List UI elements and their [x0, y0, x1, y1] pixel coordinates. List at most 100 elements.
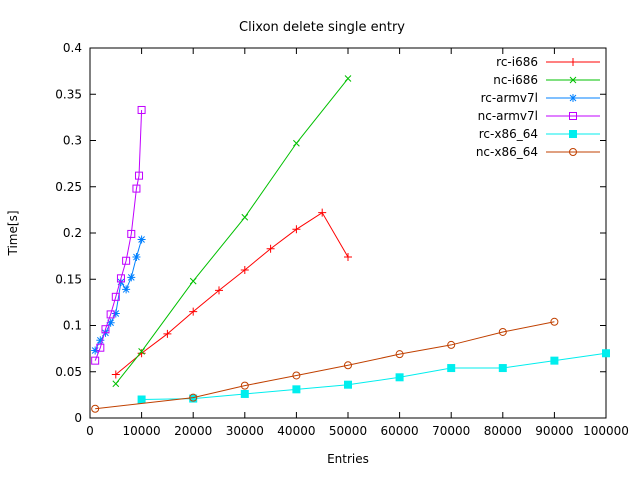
marker-plus [344, 253, 352, 262]
marker-asterisk [111, 309, 120, 318]
x-tick-label: 100000 [583, 424, 629, 438]
x-tick-label: 0 [86, 424, 94, 438]
marker-plus [569, 58, 577, 66]
x-tick-label: 30000 [226, 424, 264, 438]
marker-asterisk [127, 273, 136, 282]
legend-item-rc-x86_64: rc-x86_64 [479, 127, 600, 141]
legend-label: nc-armv7l [478, 109, 538, 123]
marker-plus [189, 307, 198, 316]
marker-square-open [127, 229, 136, 238]
y-tick-label: 0 [74, 411, 82, 425]
marker-square-open [116, 274, 125, 283]
marker-asterisk [132, 253, 141, 262]
marker-square-open [132, 184, 141, 193]
marker-cross [189, 277, 197, 285]
marker-square-filled [292, 385, 301, 394]
series-nc-armv7l [91, 105, 146, 365]
marker-asterisk [106, 318, 115, 327]
series-layer [91, 75, 610, 413]
chart-title: Clixon delete single entry [239, 20, 405, 35]
x-tick-label: 20000 [174, 424, 212, 438]
legend-item-rc-i686: rc-i686 [496, 55, 600, 69]
marker-circle-open [498, 327, 507, 336]
x-tick-label: 10000 [123, 424, 161, 438]
axes: 0 10000 20000 30000 40000 50000 60000 70000 8000… [55, 41, 629, 438]
legend-label: rc-armv7l [481, 91, 538, 105]
marker-circle-open [395, 350, 404, 359]
series-rc-i686 [111, 208, 352, 379]
marker-square-open [122, 256, 131, 265]
marker-plus [215, 286, 223, 295]
marker-circle-open [292, 371, 301, 380]
marker-square-open [135, 171, 144, 180]
marker-square-filled [447, 364, 456, 373]
marker-asterisk [137, 235, 146, 244]
marker-circle-open [91, 404, 100, 413]
marker-square-filled [395, 373, 404, 382]
marker-circle-open [550, 317, 559, 326]
legend-label: nc-i686 [493, 73, 538, 87]
marker-plus [163, 329, 172, 338]
series-line [115, 211, 349, 375]
series-line [94, 109, 143, 361]
marker-square-filled [137, 395, 146, 404]
marker-cross [569, 76, 577, 84]
y-tick-label: 0.4 [63, 41, 82, 55]
marker-asterisk [569, 94, 577, 102]
marker-circle-open [240, 381, 249, 390]
series-line [94, 239, 143, 351]
marker-square-filled [550, 356, 559, 365]
marker-cross [138, 348, 145, 355]
x-tick-label: 40000 [277, 424, 315, 438]
legend-label: rc-i686 [496, 55, 538, 69]
y-tick-label: 0.3 [63, 134, 82, 148]
x-tick-label: 70000 [432, 424, 470, 438]
legend: rc-i686 nc-i686 rc-armv7l nc-armv7l rc-x86_6… [476, 55, 600, 159]
marker-square-filled [240, 389, 249, 398]
marker-cross [344, 75, 352, 82]
legend-label: nc-x86_64 [476, 145, 538, 159]
y-axis-label: Time[s] [6, 211, 20, 257]
marker-square-filled [498, 364, 507, 373]
legend-item-nc-armv7l: nc-armv7l [478, 109, 600, 123]
marker-square-filled [344, 380, 352, 389]
series-line [95, 321, 555, 410]
marker-square-open [96, 343, 105, 352]
y-tick-label: 0.2 [63, 226, 82, 240]
y-tick-label: 0.25 [55, 180, 82, 194]
marker-cross [241, 213, 249, 221]
marker-cross [112, 380, 120, 388]
series-line [115, 78, 349, 385]
marker-asterisk [91, 346, 100, 355]
series-line [141, 352, 607, 400]
legend-item-rc-armv7l: rc-armv7l [481, 91, 600, 105]
marker-square-open [569, 112, 577, 120]
legend-label: rc-x86_64 [479, 127, 538, 141]
marker-circle-open [447, 340, 456, 349]
marker-plus [292, 225, 301, 234]
x-tick-label: 60000 [381, 424, 419, 438]
marker-square-filled [602, 349, 610, 358]
legend-item-nc-x86_64: nc-x86_64 [476, 145, 600, 159]
series-rc-x86_64 [137, 349, 610, 404]
marker-square-open [111, 292, 120, 301]
x-tick-label: 80000 [484, 424, 522, 438]
marker-plus [266, 244, 275, 253]
marker-circle-open [189, 393, 198, 402]
series-nc-i686 [112, 75, 352, 388]
marker-plus [240, 266, 249, 274]
y-tick-label: 0.35 [55, 87, 82, 101]
marker-circle-open [569, 148, 577, 156]
marker-asterisk [122, 285, 131, 294]
x-tick-label: 90000 [535, 424, 573, 438]
marker-square-open [101, 325, 110, 334]
x-axis-label: Entries [327, 452, 369, 466]
marker-square-open [106, 310, 115, 319]
y-tick-label: 0.1 [63, 319, 82, 333]
marker-square-filled [569, 130, 577, 138]
marker-plus [318, 208, 327, 217]
y-tick-label: 0.05 [55, 365, 82, 379]
marker-cross [293, 139, 300, 147]
